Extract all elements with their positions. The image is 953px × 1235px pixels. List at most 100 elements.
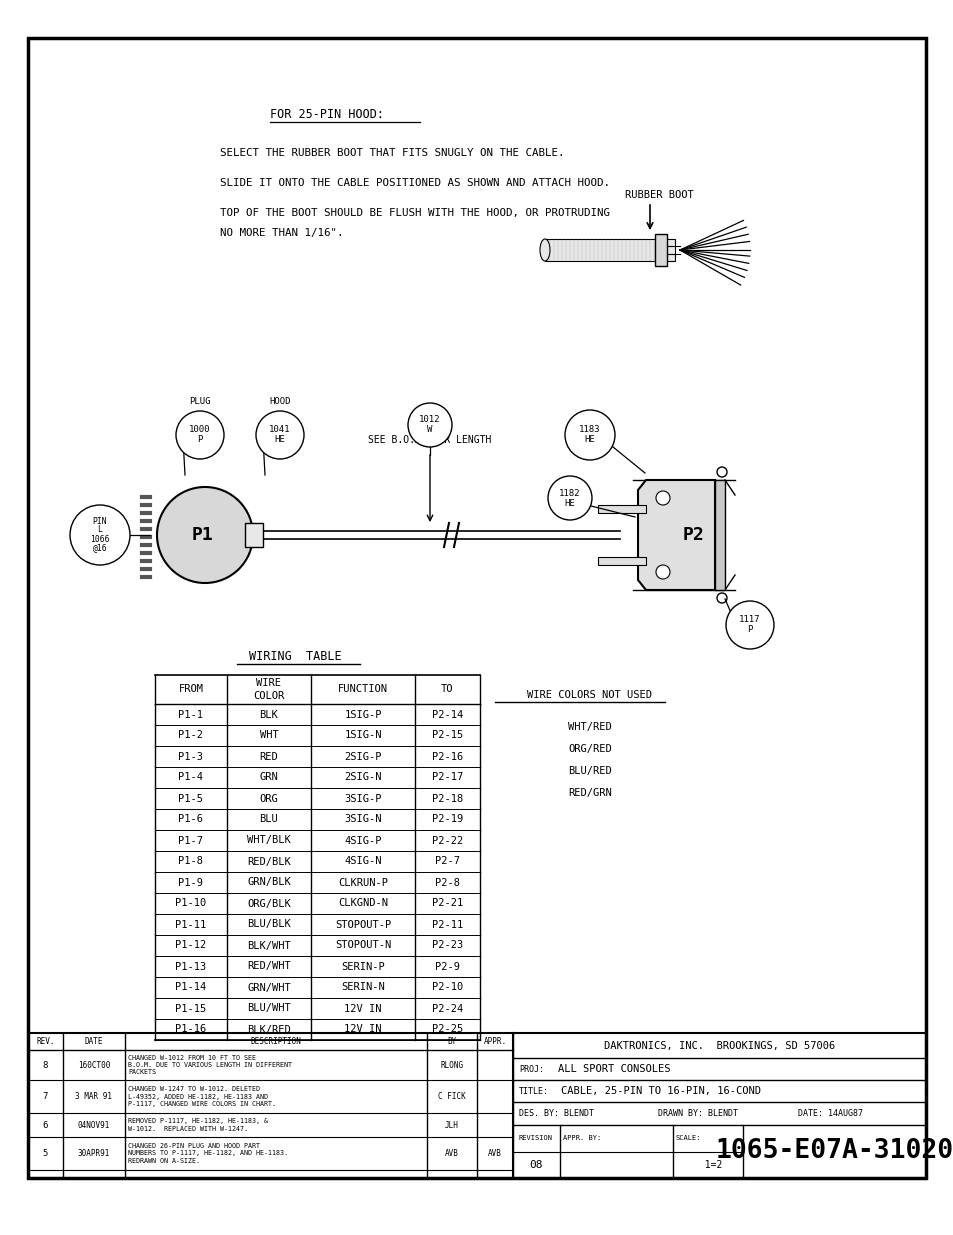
Text: 1182: 1182	[558, 489, 580, 498]
Text: RED/BLK: RED/BLK	[247, 857, 291, 867]
Text: 4SIG-N: 4SIG-N	[344, 857, 381, 867]
Text: P1-7: P1-7	[178, 836, 203, 846]
Text: P1-11: P1-11	[175, 920, 207, 930]
Text: PROJ:: PROJ:	[518, 1065, 543, 1073]
Text: GRN/WHT: GRN/WHT	[247, 983, 291, 993]
Text: P2-24: P2-24	[432, 1004, 462, 1014]
Text: P1-2: P1-2	[178, 730, 203, 741]
Text: STOPOUT-N: STOPOUT-N	[335, 941, 391, 951]
Text: P1-6: P1-6	[178, 815, 203, 825]
Text: P1-15: P1-15	[175, 1004, 207, 1014]
Bar	[598, 557, 645, 564]
Text: P1-14: P1-14	[175, 983, 207, 993]
Text: CLKRUN-P: CLKRUN-P	[337, 878, 388, 888]
Text: FOR 25-PIN HOOD:: FOR 25-PIN HOOD:	[270, 109, 384, 121]
Text: DRAWN BY: BLENDT: DRAWN BY: BLENDT	[658, 1109, 738, 1118]
Text: P2-19: P2-19	[432, 815, 462, 825]
Text: GRN: GRN	[259, 773, 278, 783]
Text: CHANGED W-1012 FROM 10 FT TO SEE
B.O.M. DUE TO VARIOUS LENGTH IN DIFFERENT
PACKE: CHANGED W-1012 FROM 10 FT TO SEE B.O.M. …	[128, 1055, 292, 1076]
Text: WIRING  TABLE: WIRING TABLE	[249, 651, 341, 663]
Text: WIRE COLORS NOT USED: WIRE COLORS NOT USED	[527, 690, 652, 700]
Text: REV.: REV.	[36, 1037, 54, 1046]
Text: P2-7: P2-7	[435, 857, 459, 867]
Text: @16: @16	[92, 543, 107, 552]
Text: TOP OF THE BOOT SHOULD BE FLUSH WITH THE HOOD, OR PROTRUDING: TOP OF THE BOOT SHOULD BE FLUSH WITH THE…	[220, 207, 609, 219]
Text: ORG/RED: ORG/RED	[568, 743, 611, 755]
Text: P1-1: P1-1	[178, 709, 203, 720]
Text: FUNCTION: FUNCTION	[337, 684, 388, 694]
Text: DATE: 14AUG87: DATE: 14AUG87	[797, 1109, 862, 1118]
Text: BY: BY	[447, 1037, 456, 1046]
Text: BLU: BLU	[259, 815, 278, 825]
Text: 1012: 1012	[418, 415, 440, 425]
Text: 6: 6	[43, 1120, 49, 1130]
Text: P: P	[746, 625, 752, 635]
Text: 12V IN: 12V IN	[344, 1025, 381, 1035]
Circle shape	[175, 411, 224, 459]
Circle shape	[408, 403, 452, 447]
Text: SEE B.O.M. FOR LENGTH: SEE B.O.M. FOR LENGTH	[368, 435, 491, 445]
Text: 1183: 1183	[578, 426, 600, 435]
Text: P1-3: P1-3	[178, 752, 203, 762]
Text: DAKTRONICS, INC.  BROOKINGS, SD 57006: DAKTRONICS, INC. BROOKINGS, SD 57006	[603, 1041, 834, 1051]
Text: P2-9: P2-9	[435, 962, 459, 972]
Text: 3SIG-N: 3SIG-N	[344, 815, 381, 825]
Text: CHANGED 26-PIN PLUG AND HOOD PART
NUMBERS TO P-1117, HE-1182, AND HE-1183.
REDRA: CHANGED 26-PIN PLUG AND HOOD PART NUMBER…	[128, 1144, 288, 1165]
Text: P1: P1	[192, 526, 213, 543]
Text: P2-25: P2-25	[432, 1025, 462, 1035]
Circle shape	[255, 411, 304, 459]
Text: REVISION: REVISION	[518, 1135, 553, 1141]
Text: P1-10: P1-10	[175, 899, 207, 909]
Text: 1SIG-N: 1SIG-N	[344, 730, 381, 741]
Text: REMOVED P-1117, HE-1182, HE-1183, &
W-1012.  REPLACED WITH W-1247.: REMOVED P-1117, HE-1182, HE-1183, & W-10…	[128, 1118, 268, 1131]
Text: 3SIG-P: 3SIG-P	[344, 794, 381, 804]
Circle shape	[70, 505, 130, 564]
Text: 3 MAR 91: 3 MAR 91	[75, 1092, 112, 1100]
Text: 2SIG-P: 2SIG-P	[344, 752, 381, 762]
Text: P2-8: P2-8	[435, 878, 459, 888]
Text: P2-16: P2-16	[432, 752, 462, 762]
Text: C FICK: C FICK	[437, 1092, 465, 1100]
Circle shape	[157, 487, 253, 583]
Text: P2: P2	[682, 526, 704, 543]
Text: CLKGND-N: CLKGND-N	[337, 899, 388, 909]
Text: 1000: 1000	[189, 426, 211, 435]
Text: P2-21: P2-21	[432, 899, 462, 909]
Text: RED/WHT: RED/WHT	[247, 962, 291, 972]
Text: 8: 8	[43, 1061, 49, 1070]
Circle shape	[725, 601, 773, 650]
Text: P2-17: P2-17	[432, 773, 462, 783]
Text: CABLE, 25-PIN TO 16-PIN, 16-COND: CABLE, 25-PIN TO 16-PIN, 16-COND	[560, 1086, 760, 1095]
Text: RED/GRN: RED/GRN	[568, 788, 611, 798]
Text: JLH: JLH	[445, 1120, 458, 1130]
Text: HOOD: HOOD	[269, 398, 291, 406]
Text: 160CT00: 160CT00	[78, 1061, 111, 1070]
Text: DESCRIPTION: DESCRIPTION	[251, 1037, 301, 1046]
Text: P1-9: P1-9	[178, 878, 203, 888]
Circle shape	[656, 492, 669, 505]
Text: APPR. BY:: APPR. BY:	[562, 1135, 600, 1141]
Text: STOPOUT-P: STOPOUT-P	[335, 920, 391, 930]
Text: HE: HE	[584, 436, 595, 445]
Text: RLONG: RLONG	[440, 1061, 463, 1070]
Bar	[245, 522, 263, 547]
Text: GRN/BLK: GRN/BLK	[247, 878, 291, 888]
Text: P2-22: P2-22	[432, 836, 462, 846]
Text: APPR.: APPR.	[483, 1037, 506, 1046]
Text: 12V IN: 12V IN	[344, 1004, 381, 1014]
Text: ORG/BLK: ORG/BLK	[247, 899, 291, 909]
Text: TO: TO	[441, 684, 454, 694]
Text: RED: RED	[259, 752, 278, 762]
Text: 1=2: 1=2	[693, 1160, 722, 1170]
Text: P2-18: P2-18	[432, 794, 462, 804]
Text: BLK/RED: BLK/RED	[247, 1025, 291, 1035]
Text: SCALE:: SCALE:	[676, 1135, 700, 1141]
Text: 7: 7	[43, 1092, 49, 1100]
Text: BLK/WHT: BLK/WHT	[247, 941, 291, 951]
Text: WHT: WHT	[259, 730, 278, 741]
Circle shape	[717, 593, 726, 603]
Bar	[714, 480, 724, 590]
Text: P1-8: P1-8	[178, 857, 203, 867]
Text: ALL SPORT CONSOLES: ALL SPORT CONSOLES	[558, 1065, 670, 1074]
Text: BLU/RED: BLU/RED	[568, 766, 611, 776]
